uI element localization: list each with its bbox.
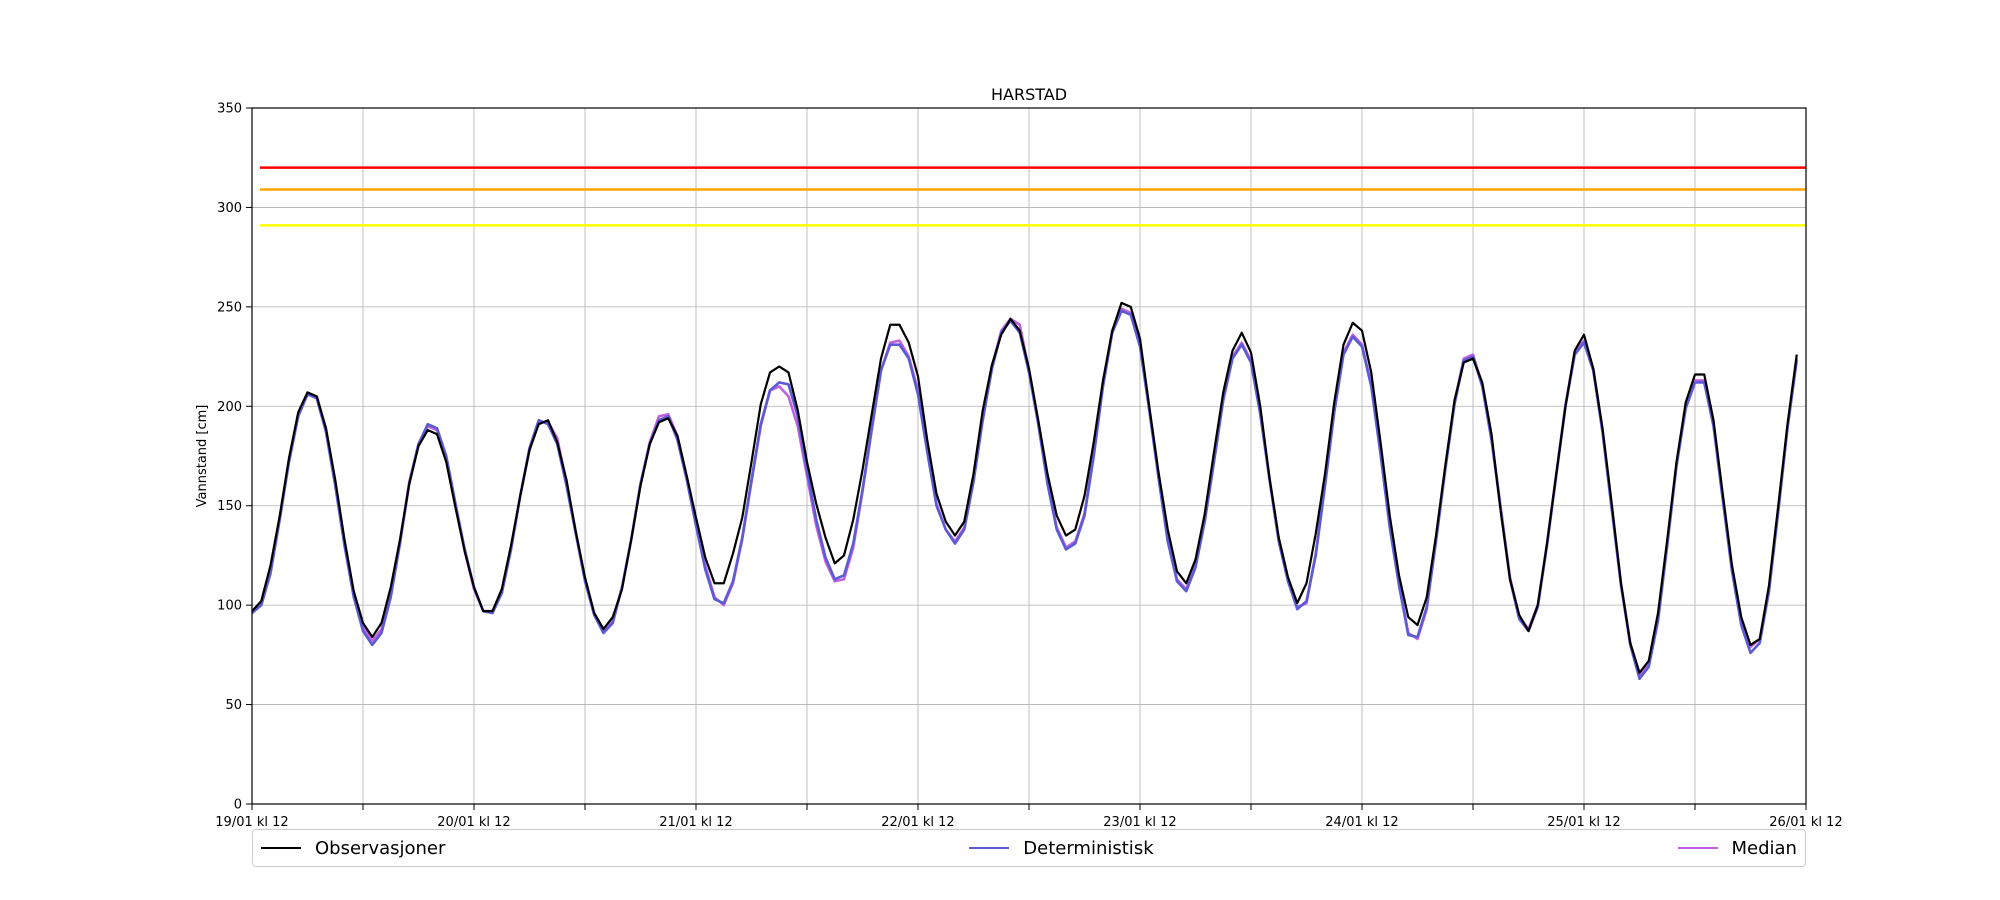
legend-swatch-deterministisk bbox=[969, 847, 1010, 849]
x-tick-label: 21/01 kl 12 bbox=[659, 815, 732, 830]
y-tick-label: 250 bbox=[217, 300, 242, 315]
x-tick-label: 20/01 kl 12 bbox=[437, 815, 510, 830]
series-line-deterministisk bbox=[251, 309, 1799, 681]
legend-label-median: Median bbox=[1731, 837, 1797, 859]
x-tick-label: 25/01 kl 12 bbox=[1547, 815, 1620, 830]
y-tick-label: 300 bbox=[217, 201, 242, 216]
grid-lines bbox=[251, 107, 1807, 805]
legend-label-observasjoner: Observasjoner bbox=[315, 837, 446, 859]
y-axis-title: Vannstand [cm] bbox=[195, 405, 210, 508]
legend-swatch-observasjoner bbox=[261, 847, 301, 849]
series-lines bbox=[251, 301, 1799, 681]
legend-swatch-median bbox=[1677, 847, 1718, 849]
series-line-median bbox=[251, 307, 1799, 677]
x-axis-ticks: 19/01 kl 12 20/01 kl 12 21/01 kl 12 22/01 k… bbox=[215, 804, 1843, 830]
series-line-observasjoner bbox=[251, 301, 1798, 674]
legend-label-deterministisk: Deterministisk bbox=[1023, 837, 1154, 859]
chart-title: HARSTAD bbox=[991, 85, 1067, 104]
x-tick-label: 26/01 kl 12 bbox=[1769, 815, 1842, 830]
y-tick-label: 0 bbox=[234, 798, 242, 813]
y-tick-label: 100 bbox=[217, 599, 242, 614]
x-tick-label: 22/01 kl 12 bbox=[881, 815, 954, 830]
y-tick-label: 150 bbox=[217, 499, 242, 514]
y-axis-ticks: 0 50 100 150 200 250 300 350 bbox=[217, 102, 252, 813]
threshold-lines bbox=[260, 166, 1806, 227]
y-tick-label: 50 bbox=[225, 698, 242, 713]
x-tick-label: 24/01 kl 12 bbox=[1325, 815, 1398, 830]
legend-item-median: Median bbox=[1677, 837, 1797, 859]
legend: Observasjoner Deterministisk Median bbox=[252, 829, 1806, 867]
legend-item-observasjoner: Observasjoner bbox=[261, 838, 445, 859]
legend-item-deterministisk: Deterministisk bbox=[969, 837, 1154, 859]
x-tick-label: 23/01 kl 12 bbox=[1103, 815, 1176, 830]
y-tick-label: 350 bbox=[217, 102, 242, 117]
x-tick-label: 19/01 kl 12 bbox=[215, 815, 288, 830]
y-tick-label: 200 bbox=[217, 400, 242, 415]
